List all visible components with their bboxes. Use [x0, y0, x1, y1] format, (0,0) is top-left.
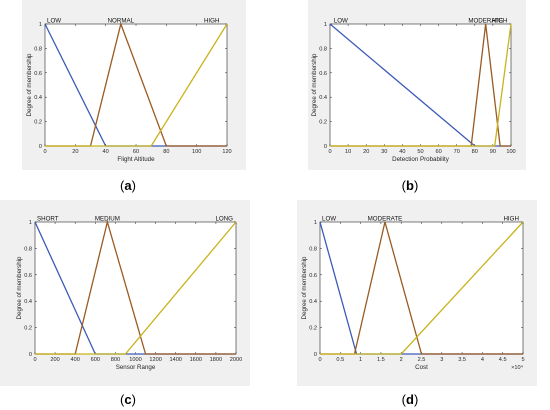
term-label: LOW — [47, 18, 61, 25]
term-label: HIGH — [204, 18, 219, 25]
y-tick-label: 0.6 — [24, 273, 32, 279]
chart-panel-2: 0 200 400 600 800 1000 1200 1400 1600 1800 2000 0 0.… — [0, 200, 250, 407]
x-tick-label: 2.5 — [418, 357, 426, 363]
x-tick-label: 80 — [163, 149, 169, 155]
y-tick-label: 0 — [39, 144, 42, 150]
x-tick-label: 50 — [417, 149, 423, 155]
x-tick-label: 0 — [43, 149, 46, 155]
y-tick-label: 0 — [314, 352, 317, 358]
y-axis-label: Degree of membership — [301, 256, 308, 319]
term-label: MODERATE — [468, 18, 503, 25]
x-tick-label: 1000 — [129, 357, 141, 363]
x-tick-label: 100 — [506, 149, 515, 155]
term-label: HIGH — [503, 216, 518, 223]
x-tick-label: 20 — [72, 149, 78, 155]
panel-label: (c) — [120, 392, 136, 407]
x-tick-label: 1800 — [210, 357, 222, 363]
x-tick-label: 0.5 — [336, 357, 344, 363]
y-tick-label: 0.2 — [24, 326, 32, 332]
y-tick-label: 0.4 — [319, 95, 327, 101]
y-tick-label: 0.8 — [319, 46, 327, 52]
x-tick-label: 30 — [381, 149, 387, 155]
x-tick-label: 200 — [50, 357, 59, 363]
y-axis-label: Degree of membership — [26, 53, 33, 116]
x-tick-label: 40 — [399, 149, 405, 155]
term-label: NORMAL — [108, 18, 135, 25]
x-tick-label: 400 — [71, 357, 80, 363]
x-axis-multiplier: ×10⁴ — [511, 364, 523, 371]
x-axis-label: Cost — [415, 364, 428, 371]
y-tick-label: 0.8 — [309, 246, 317, 252]
series-line-long — [35, 221, 237, 355]
y-tick-label: 0.2 — [319, 120, 327, 126]
x-tick-label: 1.5 — [377, 357, 385, 363]
y-tick-label: 0.6 — [34, 71, 42, 77]
y-tick-label: 1 — [39, 22, 42, 28]
y-tick-label: 0.6 — [319, 71, 327, 77]
x-tick-label: 1400 — [169, 357, 181, 363]
x-tick-label: 800 — [111, 357, 120, 363]
y-tick-label: 1 — [314, 220, 317, 226]
x-tick-label: 0 — [318, 357, 321, 363]
x-tick-label: 4 — [481, 357, 484, 363]
x-tick-label: 3 — [440, 357, 443, 363]
series-line-high — [320, 221, 524, 355]
chart-panel-1: 0 10 20 30 40 50 60 70 80 90 100 0 0.2 0.4 0.6 0.8 1 Dete… — [308, 0, 526, 193]
x-tick-label: 120 — [222, 149, 231, 155]
x-tick-label: 0 — [328, 149, 331, 155]
x-axis-label: Detection Probability — [392, 156, 450, 163]
term-label: MODERATE — [368, 216, 403, 223]
series-line-high — [330, 23, 512, 147]
x-tick-label: 90 — [490, 149, 496, 155]
y-tick-label: 0.2 — [309, 326, 317, 332]
panel-label: (b) — [402, 178, 419, 193]
y-tick-label: 0.4 — [309, 299, 317, 305]
y-tick-label: 1 — [324, 22, 327, 28]
y-tick-label: 0.8 — [24, 246, 32, 252]
x-tick-label: 60 — [435, 149, 441, 155]
term-label: LOW — [334, 18, 348, 25]
y-tick-label: 0.8 — [34, 46, 42, 52]
term-label: HIGH — [492, 18, 507, 25]
x-tick-label: 2 — [400, 357, 403, 363]
y-tick-label: 0.2 — [34, 120, 42, 126]
y-tick-label: 0.6 — [309, 273, 317, 279]
panel-label: (a) — [120, 178, 136, 193]
x-tick-label: 70 — [454, 149, 460, 155]
chart-panel-0: 0 20 40 60 80 100 120 0 0.2 0.4 0.6 0.8 1 Flight Alti… — [22, 0, 246, 193]
x-tick-label: 100 — [192, 149, 201, 155]
x-tick-label: 1200 — [149, 357, 161, 363]
x-tick-label: 3.5 — [458, 357, 466, 363]
y-axis-label: Degree of membership — [16, 256, 23, 319]
x-tick-label: 10 — [345, 149, 351, 155]
y-tick-label: 0.4 — [24, 299, 32, 305]
x-tick-label: 600 — [91, 357, 100, 363]
plot-area — [44, 23, 228, 147]
y-tick-label: 0.4 — [34, 95, 42, 101]
x-tick-label: 0 — [33, 357, 36, 363]
term-label: LOW — [322, 216, 336, 223]
series-line-high — [45, 23, 228, 147]
y-tick-label: 1 — [29, 220, 32, 226]
x-tick-label: 20 — [363, 149, 369, 155]
y-tick-label: 0 — [324, 144, 327, 150]
y-tick-label: 0 — [29, 352, 32, 358]
term-label: SHORT — [37, 216, 59, 223]
x-tick-label: 5 — [521, 357, 524, 363]
x-tick-label: 80 — [472, 149, 478, 155]
x-tick-label: 40 — [103, 149, 109, 155]
x-axis-label: Sensor Range — [116, 364, 156, 371]
panel-label: (d) — [402, 392, 419, 407]
x-tick-label: 1 — [359, 357, 362, 363]
y-axis-label: Degree of membership — [311, 53, 318, 116]
x-tick-label: 2000 — [230, 357, 242, 363]
x-tick-label: 60 — [133, 149, 139, 155]
x-tick-label: 4.5 — [499, 357, 507, 363]
term-label: LONG — [215, 216, 233, 223]
x-tick-label: 1600 — [190, 357, 202, 363]
term-label: MEDIUM — [95, 216, 120, 223]
x-axis-label: Flight Altitude — [117, 156, 155, 163]
chart-panel-3: 0 0.5 1 1.5 2 2.5 3 3.5 4 4.5 5 0 0.2 0.4 0.6 0.8 1 Cost D… — [297, 200, 537, 407]
